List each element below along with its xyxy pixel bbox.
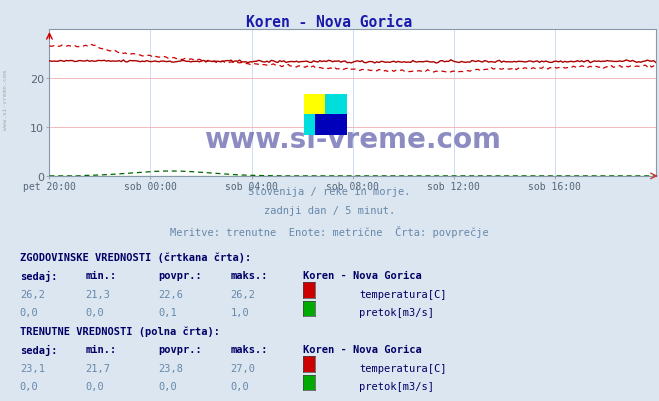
- Text: sedaj:: sedaj:: [20, 344, 57, 355]
- Bar: [326, 95, 347, 115]
- Text: pretok[m3/s]: pretok[m3/s]: [359, 308, 434, 318]
- Text: min.:: min.:: [86, 344, 117, 354]
- Text: povpr.:: povpr.:: [158, 344, 202, 354]
- Text: pretok[m3/s]: pretok[m3/s]: [359, 381, 434, 391]
- Text: povpr.:: povpr.:: [158, 271, 202, 281]
- Text: 0,0: 0,0: [20, 381, 38, 391]
- Text: zadnji dan / 5 minut.: zadnji dan / 5 minut.: [264, 206, 395, 216]
- Text: 23,8: 23,8: [158, 363, 183, 373]
- Text: 23,1: 23,1: [20, 363, 45, 373]
- Text: 26,2: 26,2: [231, 289, 256, 299]
- Text: 27,0: 27,0: [231, 363, 256, 373]
- Text: maks.:: maks.:: [231, 271, 268, 281]
- Text: 22,6: 22,6: [158, 289, 183, 299]
- Text: 0,0: 0,0: [20, 308, 38, 318]
- Text: 0,0: 0,0: [231, 381, 249, 391]
- Text: Koren - Nova Gorica: Koren - Nova Gorica: [303, 344, 422, 354]
- Text: 0,1: 0,1: [158, 308, 177, 318]
- Text: temperatura[C]: temperatura[C]: [359, 363, 447, 373]
- Text: www.si-vreme.com: www.si-vreme.com: [204, 126, 501, 154]
- Text: sedaj:: sedaj:: [20, 271, 57, 282]
- Text: min.:: min.:: [86, 271, 117, 281]
- Text: 0,0: 0,0: [158, 381, 177, 391]
- Bar: [315, 115, 347, 136]
- Text: TRENUTNE VREDNOSTI (polna črta):: TRENUTNE VREDNOSTI (polna črta):: [20, 326, 219, 336]
- Text: maks.:: maks.:: [231, 344, 268, 354]
- Text: 0,0: 0,0: [86, 381, 104, 391]
- Text: 0,0: 0,0: [86, 308, 104, 318]
- Text: ZGODOVINSKE VREDNOSTI (črtkana črta):: ZGODOVINSKE VREDNOSTI (črtkana črta):: [20, 252, 251, 263]
- Bar: [304, 95, 326, 115]
- Text: 1,0: 1,0: [231, 308, 249, 318]
- Text: 26,2: 26,2: [20, 289, 45, 299]
- Text: 21,3: 21,3: [86, 289, 111, 299]
- Text: Koren - Nova Gorica: Koren - Nova Gorica: [303, 271, 422, 281]
- Text: temperatura[C]: temperatura[C]: [359, 289, 447, 299]
- Text: Slovenija / reke in morje.: Slovenija / reke in morje.: [248, 186, 411, 196]
- Bar: [304, 115, 315, 136]
- Text: Koren - Nova Gorica: Koren - Nova Gorica: [246, 15, 413, 30]
- Text: Meritve: trenutne  Enote: metrične  Črta: povprečje: Meritve: trenutne Enote: metrične Črta: …: [170, 225, 489, 237]
- Text: www.si-vreme.com: www.si-vreme.com: [3, 70, 8, 130]
- Text: 21,7: 21,7: [86, 363, 111, 373]
